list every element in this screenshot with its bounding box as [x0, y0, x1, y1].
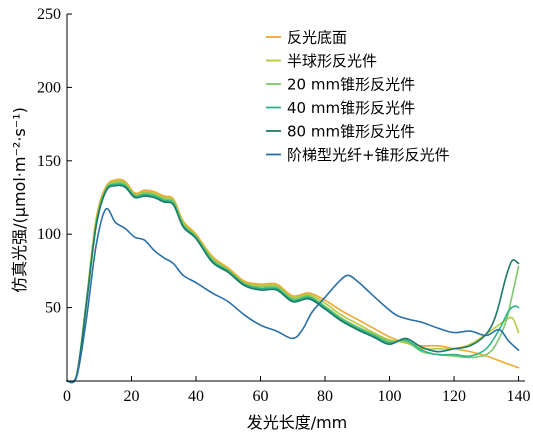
y-tick-label: 50 — [45, 300, 61, 317]
series-line-6 — [66, 207, 520, 384]
legend-label-6: 阶梯型光纤+锥形反光件 — [287, 146, 450, 164]
x-tick-label: 80 — [317, 388, 333, 405]
x-tick-label: 60 — [253, 388, 269, 405]
y-tick-label: 250 — [37, 6, 61, 23]
x-tick-label: 40 — [188, 388, 204, 405]
legend-label-4: 40 mm锥形反光件 — [287, 99, 415, 117]
x-ticks: 0 20 40 60 80 100 120 140 — [63, 376, 531, 405]
x-axis-title: 发光长度/mm — [247, 413, 348, 432]
series-line-2 — [66, 180, 520, 384]
y-tick-label: 100 — [37, 226, 61, 243]
y-tick-label: 150 — [37, 153, 61, 170]
y-tick-label: 200 — [37, 79, 61, 96]
x-tick-label: 140 — [507, 388, 531, 405]
axes: 0 20 40 60 80 100 120 140 50 100 150 200 250 — [37, 6, 531, 405]
x-tick-label: 20 — [124, 388, 140, 405]
x-tick-label: 0 — [63, 388, 71, 405]
x-tick-label: 100 — [378, 388, 402, 405]
legend-label-5: 80 mm锥形反光件 — [287, 123, 415, 141]
y-axis-title: 仿真光强/(μmol·m⁻²·s⁻¹) — [10, 107, 29, 293]
legend-label-3: 20 mm锥形反光件 — [287, 76, 415, 94]
x-tick-label: 120 — [442, 388, 466, 405]
legend-label-2: 半球形反光件 — [287, 52, 377, 70]
legend-label-1: 反光底面 — [287, 29, 347, 47]
series-line-1 — [66, 178, 520, 384]
series-line-3 — [66, 181, 520, 384]
series-line-5 — [66, 184, 520, 384]
series-line-4 — [66, 183, 520, 384]
plot-lines — [66, 178, 520, 384]
y-ticks: 50 100 150 200 250 — [37, 6, 72, 317]
